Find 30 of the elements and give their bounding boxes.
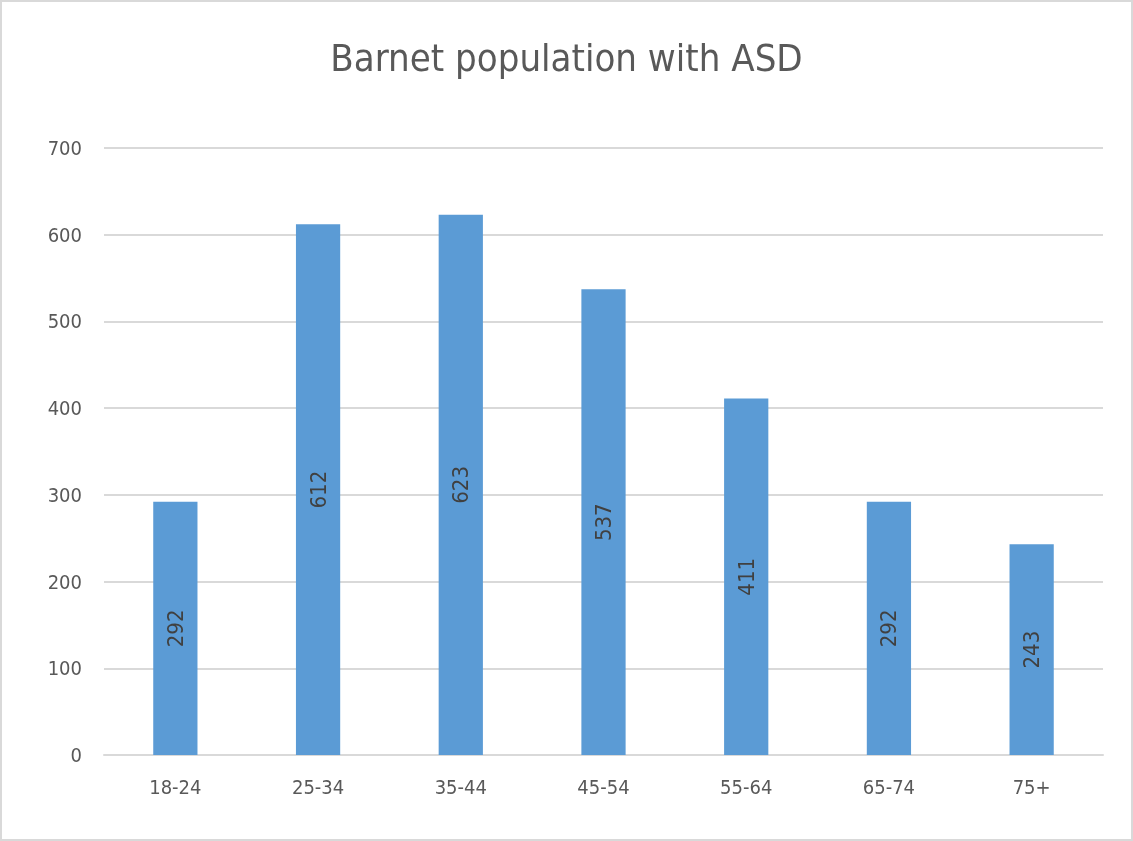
- bar: [438, 214, 483, 755]
- data-label: 243: [1019, 630, 1045, 669]
- x-tick-label: 18-24: [149, 775, 202, 799]
- x-tick-label: 35-44: [434, 775, 487, 799]
- bar: [1009, 544, 1054, 755]
- y-tick-label: 0: [70, 743, 82, 767]
- bar: [295, 224, 341, 755]
- bar: [866, 501, 912, 755]
- bar: [724, 398, 769, 755]
- x-tick-label: 25-34: [291, 775, 345, 799]
- y-tick-label: 300: [47, 482, 82, 507]
- bar: [581, 289, 626, 755]
- x-tick-label: 75+: [1012, 775, 1051, 799]
- y-tick-label: 100: [47, 656, 82, 681]
- data-label: 292: [876, 609, 902, 648]
- y-tick-label: 200: [47, 569, 82, 594]
- data-label: 537: [591, 503, 616, 542]
- bar: [153, 501, 198, 755]
- y-tick-label: 700: [47, 136, 82, 160]
- data-label: 612: [305, 470, 331, 509]
- data-label: 623: [448, 465, 474, 504]
- chart-title: Barnet population with ASD: [330, 36, 803, 80]
- x-tick-label: 55-64: [720, 775, 773, 799]
- data-label: 292: [162, 609, 188, 648]
- y-tick-label: 500: [47, 309, 82, 334]
- x-tick-label: 65-74: [862, 775, 916, 799]
- y-tick-label: 400: [47, 396, 82, 421]
- data-label: 411: [733, 557, 759, 596]
- y-tick-label: 600: [47, 222, 82, 247]
- x-tick-label: 45-54: [577, 775, 630, 799]
